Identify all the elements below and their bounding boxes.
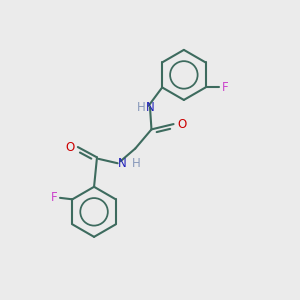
Text: F: F <box>51 191 58 204</box>
Text: O: O <box>65 141 74 154</box>
Text: N: N <box>146 101 155 114</box>
Text: O: O <box>177 118 186 130</box>
Text: H: H <box>131 157 140 170</box>
Text: F: F <box>222 81 228 94</box>
Text: N: N <box>118 157 127 170</box>
Text: H: H <box>137 101 146 114</box>
